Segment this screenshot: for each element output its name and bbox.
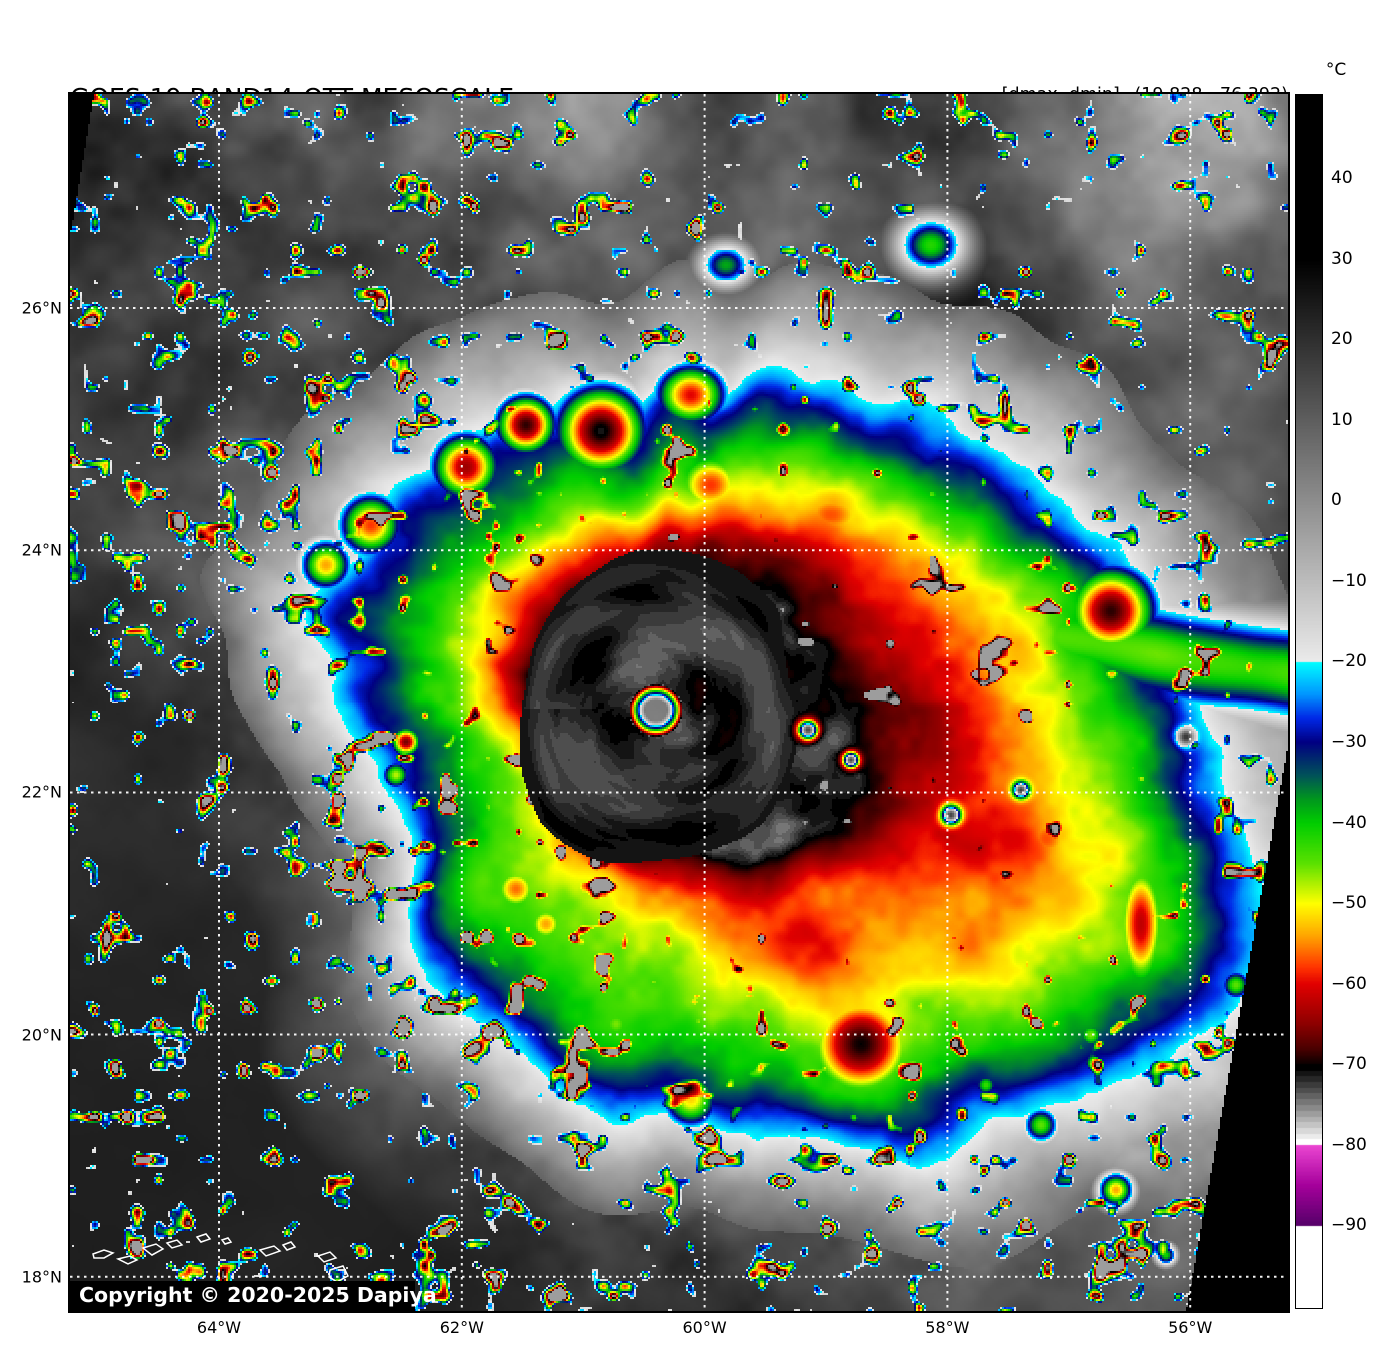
copyright-label: Copyright © 2020-2025 Dapiya: [79, 1283, 437, 1307]
colorbar-tick-label: −80: [1331, 1134, 1367, 1155]
satellite-map-canvas: [70, 94, 1288, 1311]
colorbar-tick-label: −30: [1331, 731, 1367, 752]
lon-tick-label: 62°W: [439, 1318, 484, 1337]
lon-tick-label: 56°W: [1168, 1318, 1213, 1337]
colorbar: [1295, 94, 1323, 1309]
colorbar-tick-label: −40: [1331, 812, 1367, 833]
lat-tick-label: 22°N: [21, 782, 62, 802]
lat-tick-label: 24°N: [21, 540, 62, 560]
colorbar-tick-label: −10: [1331, 570, 1367, 591]
colorbar-tick-label: 0: [1331, 490, 1342, 511]
colorbar-tick-label: 10: [1331, 409, 1353, 430]
colorbar-tick-label: −20: [1331, 651, 1367, 672]
colorbar-tick-label: −90: [1331, 1215, 1367, 1236]
colorbar-tick-label: 20: [1331, 329, 1353, 350]
lat-tick-label: 26°N: [21, 298, 62, 318]
lat-tick-label: 18°N: [21, 1267, 62, 1287]
lon-tick-label: 58°W: [925, 1318, 970, 1337]
colorbar-tick-label: −70: [1331, 1054, 1367, 1075]
colorbar-tick-label: −50: [1331, 893, 1367, 914]
lon-tick-label: 64°W: [196, 1318, 242, 1337]
colorbar-tick-label: 40: [1331, 168, 1353, 188]
colorbar-tick-label: −60: [1331, 973, 1367, 994]
colorbar-unit-label: °C: [1325, 60, 1347, 80]
map-frame: [68, 92, 1290, 1313]
lon-tick-label: 60°W: [682, 1318, 727, 1337]
colorbar-tick-label: 30: [1331, 248, 1353, 269]
lat-tick-label: 20°N: [21, 1025, 62, 1045]
colorbar-canvas: [1296, 95, 1322, 1308]
